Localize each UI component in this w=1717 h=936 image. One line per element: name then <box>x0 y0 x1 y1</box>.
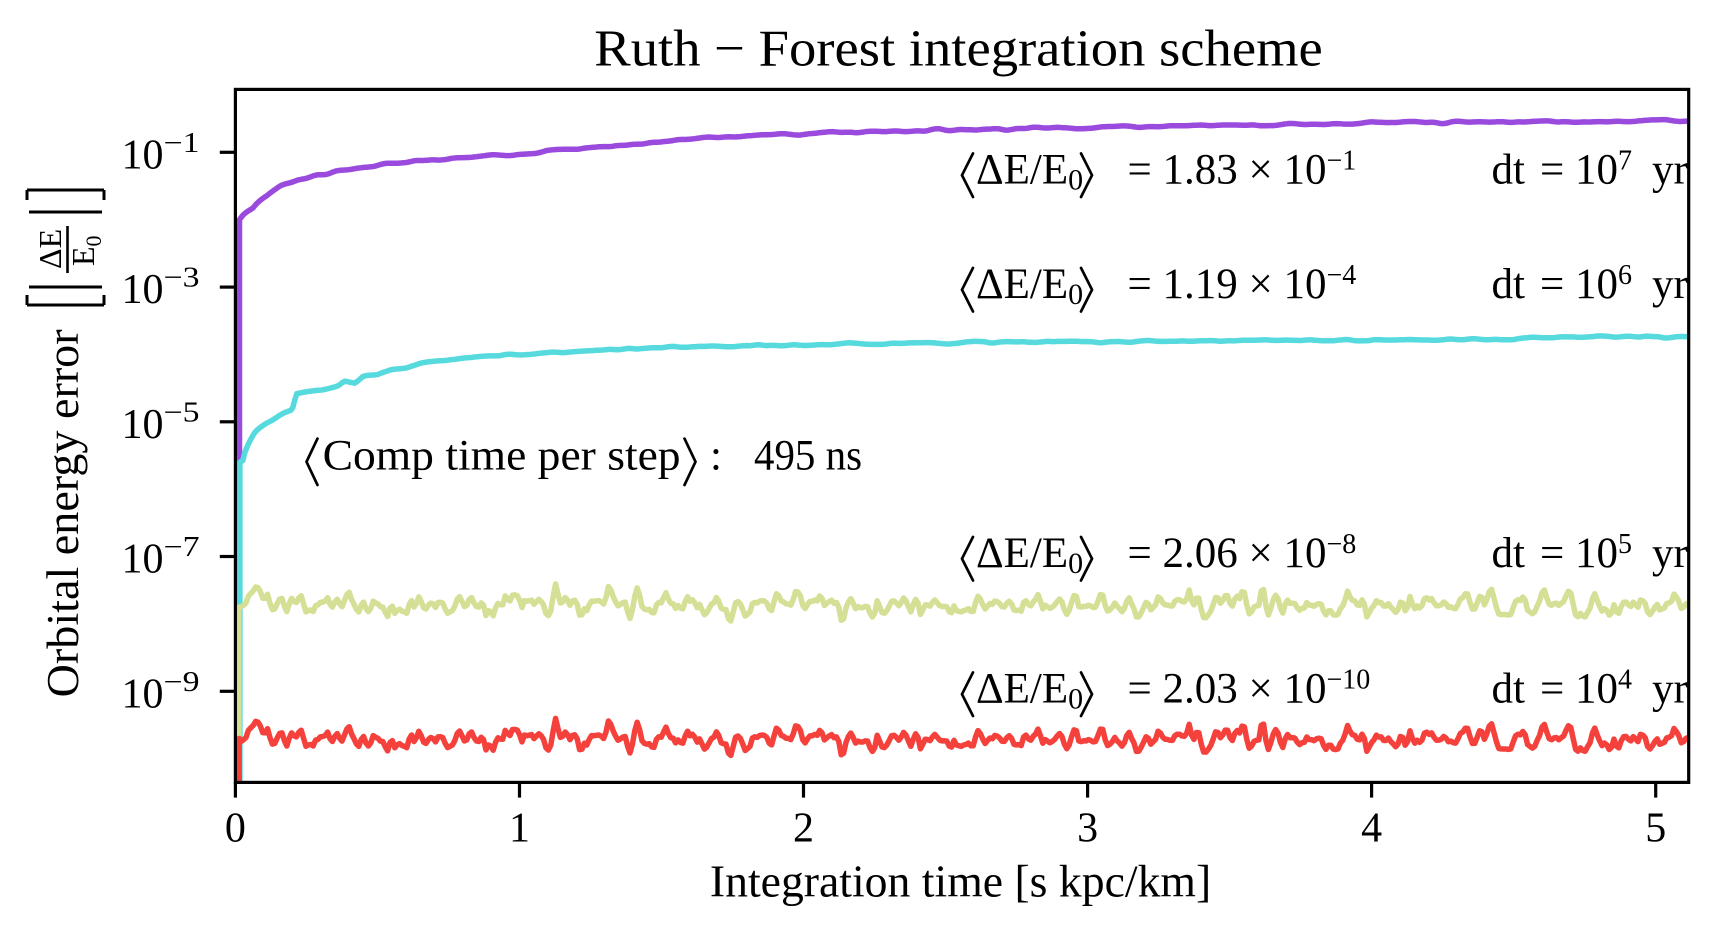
svg-text:ΔE/E0: ΔE/E0 <box>976 147 1083 197</box>
svg-text::: : <box>710 433 722 480</box>
svg-text:0: 0 <box>225 806 246 852</box>
svg-text:10: 10 <box>122 402 164 448</box>
svg-text:ΔE/E0: ΔE/E0 <box>976 261 1083 311</box>
svg-text:Orbital energy error: Orbital energy error <box>38 329 88 697</box>
svg-text:dt: dt <box>1492 261 1526 308</box>
svg-text:ΔE: ΔE <box>32 229 68 269</box>
svg-text:Comp time per step: Comp time per step <box>323 433 681 480</box>
svg-text:yr: yr <box>1652 530 1688 577</box>
svg-text:= 106: = 106 <box>1540 260 1632 308</box>
svg-text:= 107: = 107 <box>1540 146 1632 194</box>
svg-text:= 1.19 × 10−4: = 1.19 × 10−4 <box>1128 260 1357 308</box>
svg-text:Ruth − Forest integration sche: Ruth − Forest integration scheme <box>594 20 1323 77</box>
svg-text:−7: −7 <box>164 532 200 563</box>
svg-text:10: 10 <box>122 132 164 178</box>
svg-text:ΔE/E0: ΔE/E0 <box>976 530 1083 580</box>
svg-text:dt: dt <box>1492 666 1526 713</box>
svg-text:yr: yr <box>1652 666 1688 713</box>
svg-text:= 105: = 105 <box>1540 529 1632 577</box>
svg-text:dt: dt <box>1492 530 1526 577</box>
svg-text:3: 3 <box>1077 806 1098 852</box>
svg-text:−3: −3 <box>164 263 200 294</box>
svg-text:yr: yr <box>1652 147 1688 194</box>
svg-text:= 104: = 104 <box>1540 665 1632 713</box>
svg-text:4: 4 <box>1361 806 1382 852</box>
svg-text:10: 10 <box>122 671 164 717</box>
svg-text:= 1.83 × 10−1: = 1.83 × 10−1 <box>1128 146 1357 194</box>
svg-text:1: 1 <box>509 806 530 852</box>
svg-text:−1: −1 <box>164 128 200 159</box>
svg-text:Integration time [s kpc/km]: Integration time [s kpc/km] <box>710 856 1211 906</box>
svg-text:5: 5 <box>1645 806 1666 852</box>
svg-text:−5: −5 <box>164 397 200 428</box>
svg-text:yr: yr <box>1652 261 1688 308</box>
svg-text:10: 10 <box>122 267 164 313</box>
svg-text:10: 10 <box>122 537 164 583</box>
svg-text:ΔE/E0: ΔE/E0 <box>976 666 1083 716</box>
svg-text:−9: −9 <box>164 667 200 698</box>
svg-text:= 2.06 × 10−8: = 2.06 × 10−8 <box>1128 529 1357 577</box>
svg-text:2: 2 <box>793 806 814 852</box>
svg-text:dt: dt <box>1492 147 1526 194</box>
svg-text:495 ns: 495 ns <box>754 433 862 480</box>
